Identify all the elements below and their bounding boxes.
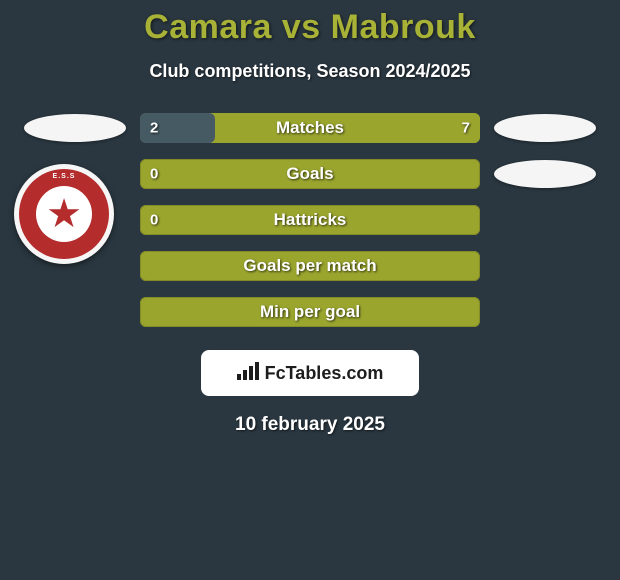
stat-row: Min per goal	[0, 296, 620, 328]
stat-bar: 0 Hattricks	[140, 205, 480, 235]
stat-bar: 0 Goals	[140, 159, 480, 189]
brand-text: FcTables.com	[265, 363, 384, 384]
stat-bar: Min per goal	[140, 297, 480, 327]
date-text: 10 february 2025	[0, 414, 620, 436]
title-right: Mabrouk	[331, 8, 476, 46]
flag-right-icon	[494, 114, 596, 142]
subtitle: Club competitions, Season 2024/2025	[0, 61, 620, 82]
badge-ring: E.S.S ★	[19, 169, 109, 259]
flag-right-icon	[494, 160, 596, 188]
right-side	[480, 160, 610, 188]
stat-label: Goals	[286, 164, 333, 184]
brand-icon	[237, 362, 259, 385]
stat-value-right: 7	[462, 120, 470, 137]
stat-value-left: 0	[150, 212, 158, 229]
stat-bar: Goals per match	[140, 251, 480, 281]
club-badge-left: E.S.S ★	[14, 164, 114, 264]
stat-value-left: 0	[150, 166, 158, 183]
right-side	[480, 114, 610, 142]
title-left: Camara	[144, 8, 272, 46]
stat-label: Matches	[276, 118, 344, 138]
bar-right-fill	[215, 113, 480, 143]
brand-pill[interactable]: FcTables.com	[201, 350, 419, 396]
stat-label: Min per goal	[260, 302, 360, 322]
badge-inner: ★	[36, 186, 92, 242]
star-icon: ★	[46, 194, 82, 234]
infographic-root: Camara vs Mabrouk Club competitions, Sea…	[0, 0, 620, 580]
stat-value-left: 2	[150, 120, 158, 137]
flag-left-icon	[24, 114, 126, 142]
stat-row: 2 7 Matches	[0, 112, 620, 144]
stat-bar: 2 7 Matches	[140, 113, 480, 143]
stat-row: Goals per match	[0, 250, 620, 282]
left-side	[10, 114, 140, 142]
stat-label: Hattricks	[274, 210, 347, 230]
stat-label: Goals per match	[243, 256, 376, 276]
title-vs: vs	[282, 8, 321, 46]
badge-text-top: E.S.S	[53, 173, 76, 180]
page-title: Camara vs Mabrouk	[0, 8, 620, 47]
